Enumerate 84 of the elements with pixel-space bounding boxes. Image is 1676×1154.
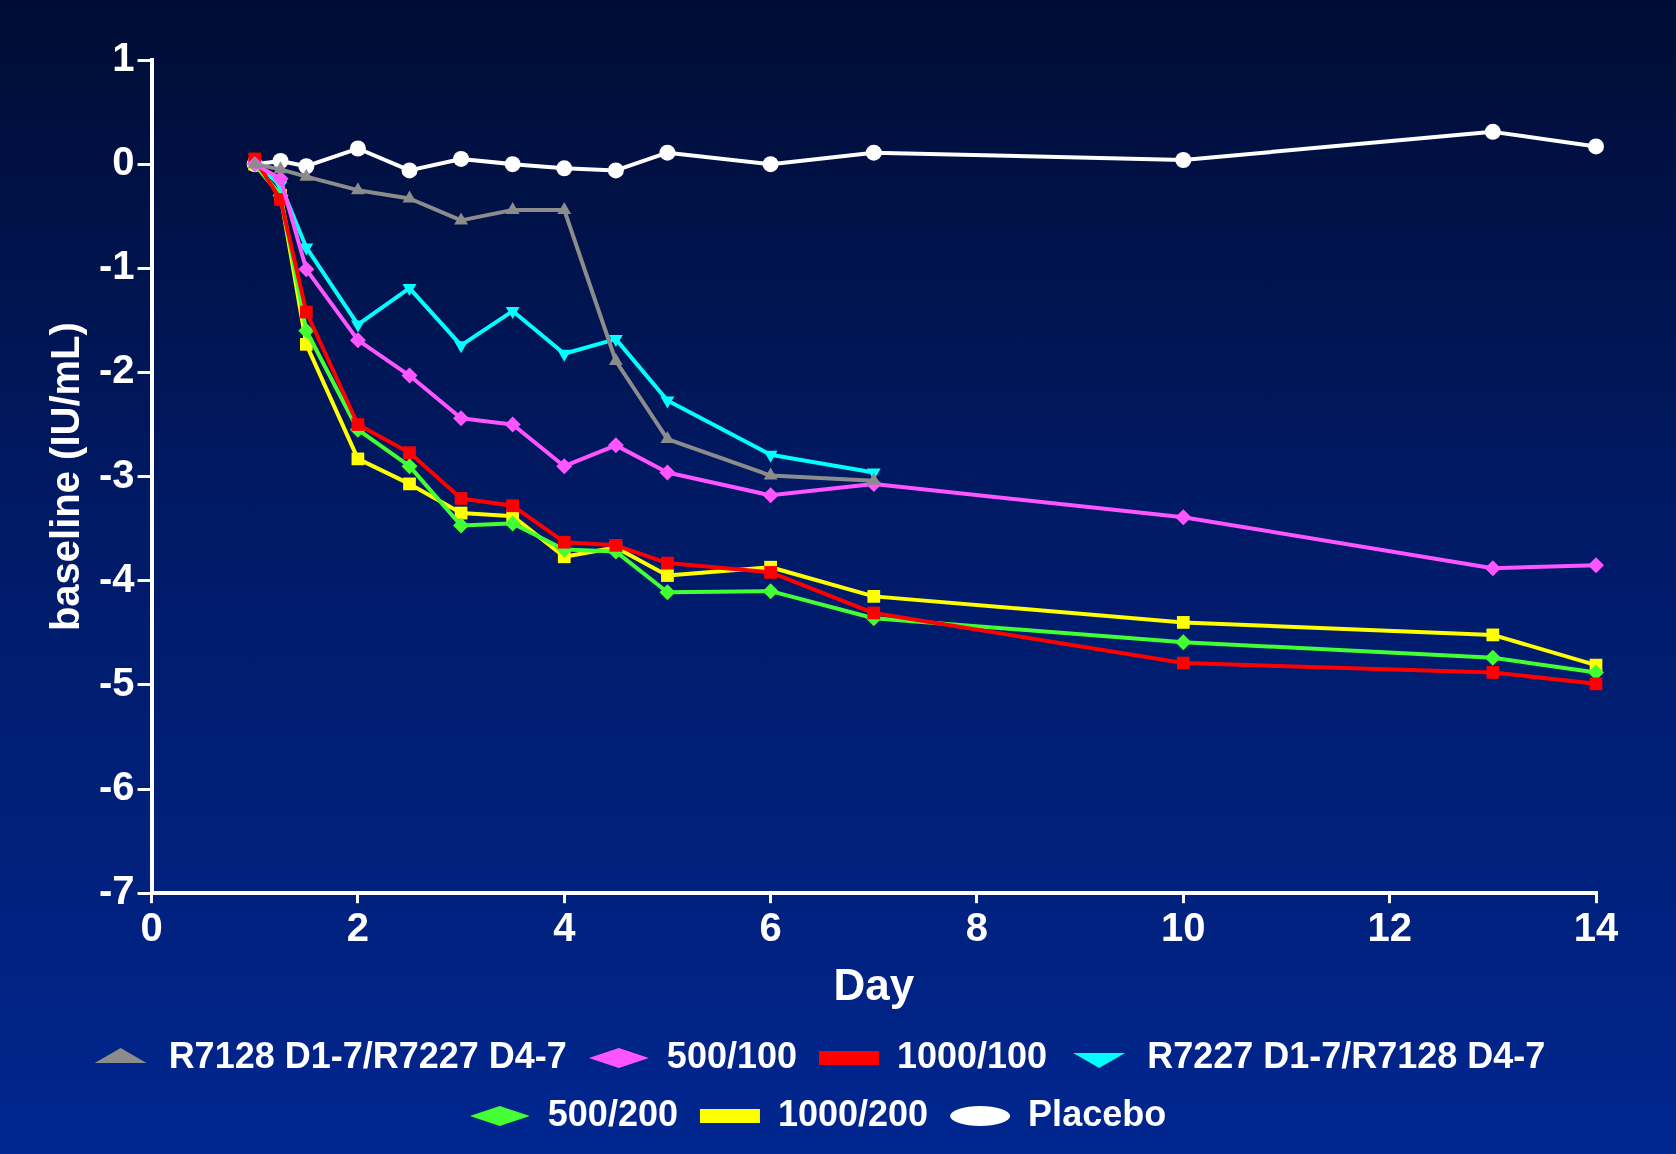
- point: [401, 162, 418, 179]
- point: [867, 606, 881, 620]
- point: [660, 396, 675, 409]
- point: [453, 410, 470, 427]
- point: [350, 320, 365, 333]
- point: [349, 332, 366, 349]
- point: [865, 144, 882, 161]
- point: [661, 569, 674, 582]
- point: [659, 464, 676, 481]
- x-tick-label: 2: [346, 905, 370, 950]
- point: [1588, 138, 1604, 155]
- point: [349, 140, 366, 157]
- legend-label: R7128 D1-7/R7227 D4-7: [168, 1034, 567, 1076]
- point: [350, 182, 365, 195]
- y-tick-label: -4: [98, 555, 136, 600]
- legend-label: 500/200: [547, 1092, 678, 1134]
- y-tick-label: 1: [112, 35, 135, 80]
- point: [299, 305, 313, 319]
- point: [401, 458, 418, 475]
- point: [298, 322, 315, 339]
- y-tick-label: -6: [98, 764, 135, 809]
- point: [557, 349, 572, 362]
- point: [1589, 677, 1603, 691]
- point: [659, 144, 676, 161]
- x-tick-label: 10: [1161, 905, 1206, 950]
- point: [762, 583, 779, 600]
- point: [556, 160, 573, 177]
- x-tick-label: 8: [965, 905, 989, 950]
- y-tick-label: -3: [98, 451, 135, 496]
- point: [351, 418, 365, 431]
- point: [659, 584, 676, 601]
- point: [1588, 557, 1604, 574]
- y-axis-title: baseline (IU/mL): [43, 322, 88, 632]
- legend-label: 1000/100: [896, 1034, 1048, 1076]
- point: [1175, 509, 1192, 526]
- legend-label: 1000/200: [777, 1092, 929, 1134]
- point: [1486, 628, 1500, 642]
- point: [504, 156, 521, 173]
- point: [506, 499, 520, 513]
- point: [764, 566, 777, 579]
- point: [403, 446, 416, 460]
- point: [504, 515, 521, 532]
- point: [867, 590, 881, 603]
- legend-label: R7227 D1-7/R7128 D4-7: [1147, 1034, 1546, 1076]
- y-tick-label: -1: [98, 243, 135, 288]
- point: [454, 212, 469, 225]
- point: [453, 150, 470, 167]
- point: [1176, 616, 1190, 629]
- point: [1176, 656, 1190, 670]
- x-tick-label: 4: [553, 905, 577, 950]
- point: [762, 156, 779, 173]
- point: [454, 492, 468, 505]
- point: [1175, 151, 1192, 168]
- x-tick-label: 14: [1573, 905, 1619, 950]
- point: [607, 162, 624, 179]
- point: [273, 161, 288, 174]
- x-tick-label: 12: [1367, 905, 1412, 950]
- point: [1484, 560, 1501, 577]
- x-tick-label: 6: [759, 905, 782, 950]
- y-tick-label: -5: [98, 659, 135, 704]
- point: [1484, 123, 1501, 140]
- y-tick-label: 0: [112, 139, 135, 184]
- point: [1484, 649, 1501, 666]
- point: [403, 477, 416, 491]
- point: [661, 556, 674, 570]
- point: [453, 517, 470, 534]
- point: [556, 458, 573, 475]
- point: [1175, 634, 1192, 651]
- point: [298, 158, 315, 175]
- y-tick-label: -2: [98, 347, 135, 392]
- x-axis-title: Day: [833, 959, 915, 1009]
- point: [298, 261, 315, 278]
- point: [762, 487, 779, 504]
- point: [1486, 666, 1500, 679]
- point: [557, 535, 571, 549]
- legend-label: Placebo: [1028, 1092, 1167, 1134]
- point: [401, 367, 418, 384]
- legend-label: 500/100: [666, 1034, 797, 1076]
- point: [504, 416, 521, 433]
- x-tick-label: 0: [140, 905, 163, 950]
- point: [763, 450, 778, 463]
- point: [607, 437, 624, 454]
- point: [402, 190, 417, 203]
- y-tick-label: -7: [98, 868, 135, 913]
